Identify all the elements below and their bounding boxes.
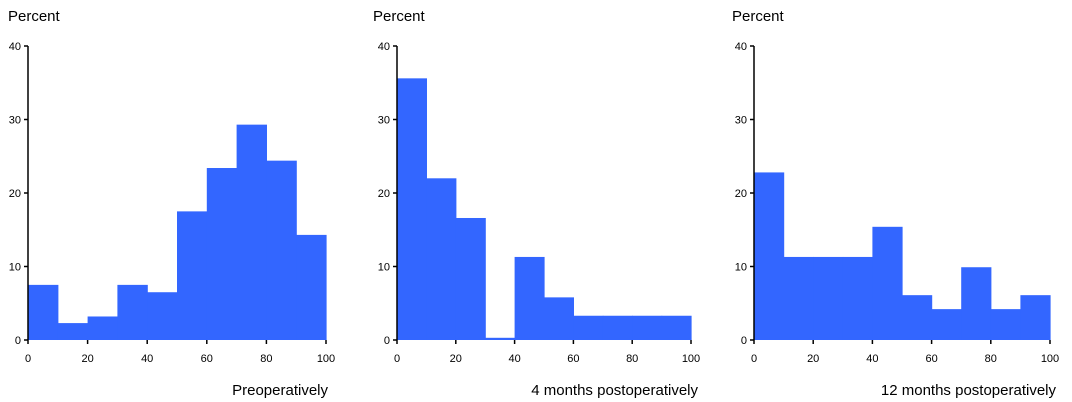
histogram-bar <box>602 315 633 340</box>
y-tick-label: 20 <box>735 188 747 200</box>
histogram-panel-preoperative: Percent 0 10 20 30 40 0 20 40 60 80 100 Preoperati… <box>0 0 350 402</box>
x-axis-title: Preoperatively <box>232 382 328 399</box>
histogram-chart-0: 0 10 20 30 40 0 20 40 60 80 100 <box>9 41 335 365</box>
x-tick-label: 100 <box>1041 353 1059 365</box>
x-tick-label: 0 <box>751 353 757 365</box>
histogram-bar <box>1020 295 1051 340</box>
histogram-chart-2: 0 10 20 30 40 0 20 40 60 80 100 <box>735 41 1059 365</box>
y-axis-label: Percent <box>373 8 425 25</box>
x-tick-label: 40 <box>866 353 878 365</box>
histogram-bar <box>426 178 457 340</box>
histogram-bar <box>544 297 574 340</box>
x-tick-label: 40 <box>141 353 153 365</box>
x-tick-label: 60 <box>567 353 579 365</box>
histogram-bar <box>902 295 933 340</box>
histogram-bar <box>783 256 814 340</box>
histogram-bar <box>57 323 89 340</box>
histogram-bar <box>813 256 844 340</box>
y-axis-label: Percent <box>732 8 784 25</box>
histogram-bar <box>632 315 663 340</box>
x-tick-label: 60 <box>201 353 213 365</box>
y-axis-label: Percent <box>8 8 60 25</box>
y-tick-label: 20 <box>9 188 21 200</box>
histogram-bar <box>842 256 873 340</box>
x-tick-label: 0 <box>25 353 31 365</box>
histogram-bar <box>961 267 992 340</box>
y-tick-label: 30 <box>9 115 21 127</box>
x-tick-label: 80 <box>985 353 997 365</box>
x-tick-label: 20 <box>81 353 93 365</box>
histogram-bar <box>931 309 962 340</box>
histogram-bar <box>117 284 148 340</box>
x-tick-label: 80 <box>626 353 638 365</box>
y-tick-label: 40 <box>735 41 747 53</box>
y-tick-label: 20 <box>378 188 390 200</box>
histogram-bar <box>455 217 486 340</box>
x-tick-label: 80 <box>260 353 272 365</box>
histogram-bar <box>266 160 297 340</box>
histogram-panel-4-months: Percent 0 10 20 30 40 0 20 40 60 80 100 4 months p… <box>370 0 720 402</box>
y-tick-label: 30 <box>378 115 390 127</box>
histogram-bar <box>206 168 238 340</box>
y-tick-label: 10 <box>378 262 390 274</box>
x-axis-title: 12 months postoperatively <box>880 382 1056 399</box>
y-tick-label: 40 <box>378 41 390 53</box>
y-tick-label: 10 <box>9 262 21 274</box>
histogram-bar <box>28 284 59 340</box>
x-tick-label: 20 <box>450 353 462 365</box>
y-tick-label: 10 <box>735 262 747 274</box>
histogram-bar <box>397 78 427 340</box>
y-tick-label: 0 <box>384 335 390 347</box>
x-axis-title: 4 months postoperatively <box>531 382 698 399</box>
histogram-bar <box>87 316 118 340</box>
histogram-bar <box>872 226 903 340</box>
histogram-bar <box>485 337 516 340</box>
histogram-bar <box>147 292 178 340</box>
y-tick-label: 0 <box>741 335 747 347</box>
x-tick-label: 40 <box>508 353 520 365</box>
histogram-bar <box>236 124 267 341</box>
x-tick-label: 100 <box>682 353 700 365</box>
histogram-bar <box>754 172 785 340</box>
x-tick-label: 0 <box>394 353 400 365</box>
histogram-bar <box>514 256 545 340</box>
histogram-chart-1: 0 10 20 30 40 0 20 40 60 80 100 <box>378 41 700 365</box>
x-tick-label: 100 <box>317 353 335 365</box>
histogram-bar <box>296 234 327 340</box>
x-tick-label: 20 <box>807 353 819 365</box>
histogram-bar <box>990 309 1021 340</box>
y-tick-label: 30 <box>735 115 747 127</box>
histogram-bar <box>573 315 604 340</box>
y-tick-label: 40 <box>9 41 21 53</box>
histogram-panel-12-months: Percent 0 10 20 30 40 0 20 40 60 80 100 12 months … <box>722 0 1072 402</box>
x-tick-label: 60 <box>925 353 937 365</box>
y-tick-label: 0 <box>15 335 21 347</box>
histogram-bar <box>177 211 208 340</box>
histogram-bar <box>661 315 692 340</box>
